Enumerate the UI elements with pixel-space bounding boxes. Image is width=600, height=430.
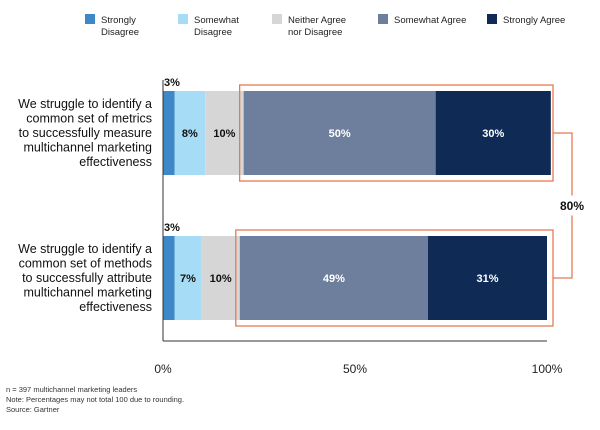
- bar-segment: [435, 91, 551, 175]
- x-tick-label: 100%: [532, 362, 563, 376]
- rounding-note: Note: Percentages may not total 100 due …: [6, 395, 185, 404]
- sample-size-note: n = 397 multichannel marketing leaders: [6, 385, 138, 394]
- legend-label: Strongly: [101, 15, 136, 26]
- data-label: 31%: [476, 273, 498, 285]
- legend-swatch: [85, 14, 95, 24]
- legend-label: Strongly Agree: [503, 15, 565, 26]
- data-label: 7%: [180, 273, 196, 285]
- category-label: effectiveness: [79, 300, 152, 314]
- x-tick-label: 50%: [343, 362, 367, 376]
- category-label: to successfully attribute: [22, 271, 152, 285]
- bracket-label-bg: [557, 195, 587, 216]
- category-label: to successfully measure: [19, 126, 152, 140]
- bar-segment: [163, 236, 175, 320]
- bar-segment: [201, 236, 240, 320]
- category-label: multichannel marketing: [23, 141, 152, 155]
- bar-segment: [427, 236, 547, 320]
- bar-segment: [163, 91, 175, 175]
- legend-swatch: [378, 14, 388, 24]
- legend-label: Disagree: [101, 27, 139, 38]
- data-label: 3%: [164, 222, 180, 234]
- bar-segment: [243, 91, 436, 175]
- x-tick-label: 0%: [154, 362, 172, 376]
- category-label: We struggle to identify a: [18, 97, 152, 111]
- legend-swatch: [272, 14, 282, 24]
- data-label: 50%: [329, 128, 351, 140]
- bar-segment: [174, 91, 206, 175]
- legend-label: Disagree: [194, 27, 232, 38]
- data-label: 30%: [482, 128, 504, 140]
- category-label: We struggle to identify a: [18, 242, 152, 256]
- category-label: effectiveness: [79, 155, 152, 169]
- legend-label: Somewhat Agree: [394, 15, 466, 26]
- data-label: 10%: [213, 128, 235, 140]
- category-label: common set of methods: [19, 257, 152, 271]
- footnotes: n = 397 multichannel marketing leaders N…: [6, 385, 184, 415]
- legend-label: nor Disagree: [288, 27, 342, 38]
- legend-label: Somewhat: [194, 15, 239, 26]
- data-label: 3%: [164, 77, 180, 89]
- bar-segment: [239, 236, 428, 320]
- bracket-label: 80%: [560, 199, 584, 213]
- legend-swatch: [487, 14, 497, 24]
- category-label: multichannel marketing: [23, 286, 152, 300]
- legend-swatch: [178, 14, 188, 24]
- data-label: 10%: [210, 273, 232, 285]
- data-label: 8%: [182, 128, 198, 140]
- data-label: 49%: [323, 273, 345, 285]
- bar-segment: [174, 236, 202, 320]
- bar-segment: [205, 91, 244, 175]
- category-label: common set of metrics: [26, 112, 152, 126]
- legend-label: Neither Agree: [288, 15, 346, 26]
- source-note: Source: Gartner: [6, 405, 60, 414]
